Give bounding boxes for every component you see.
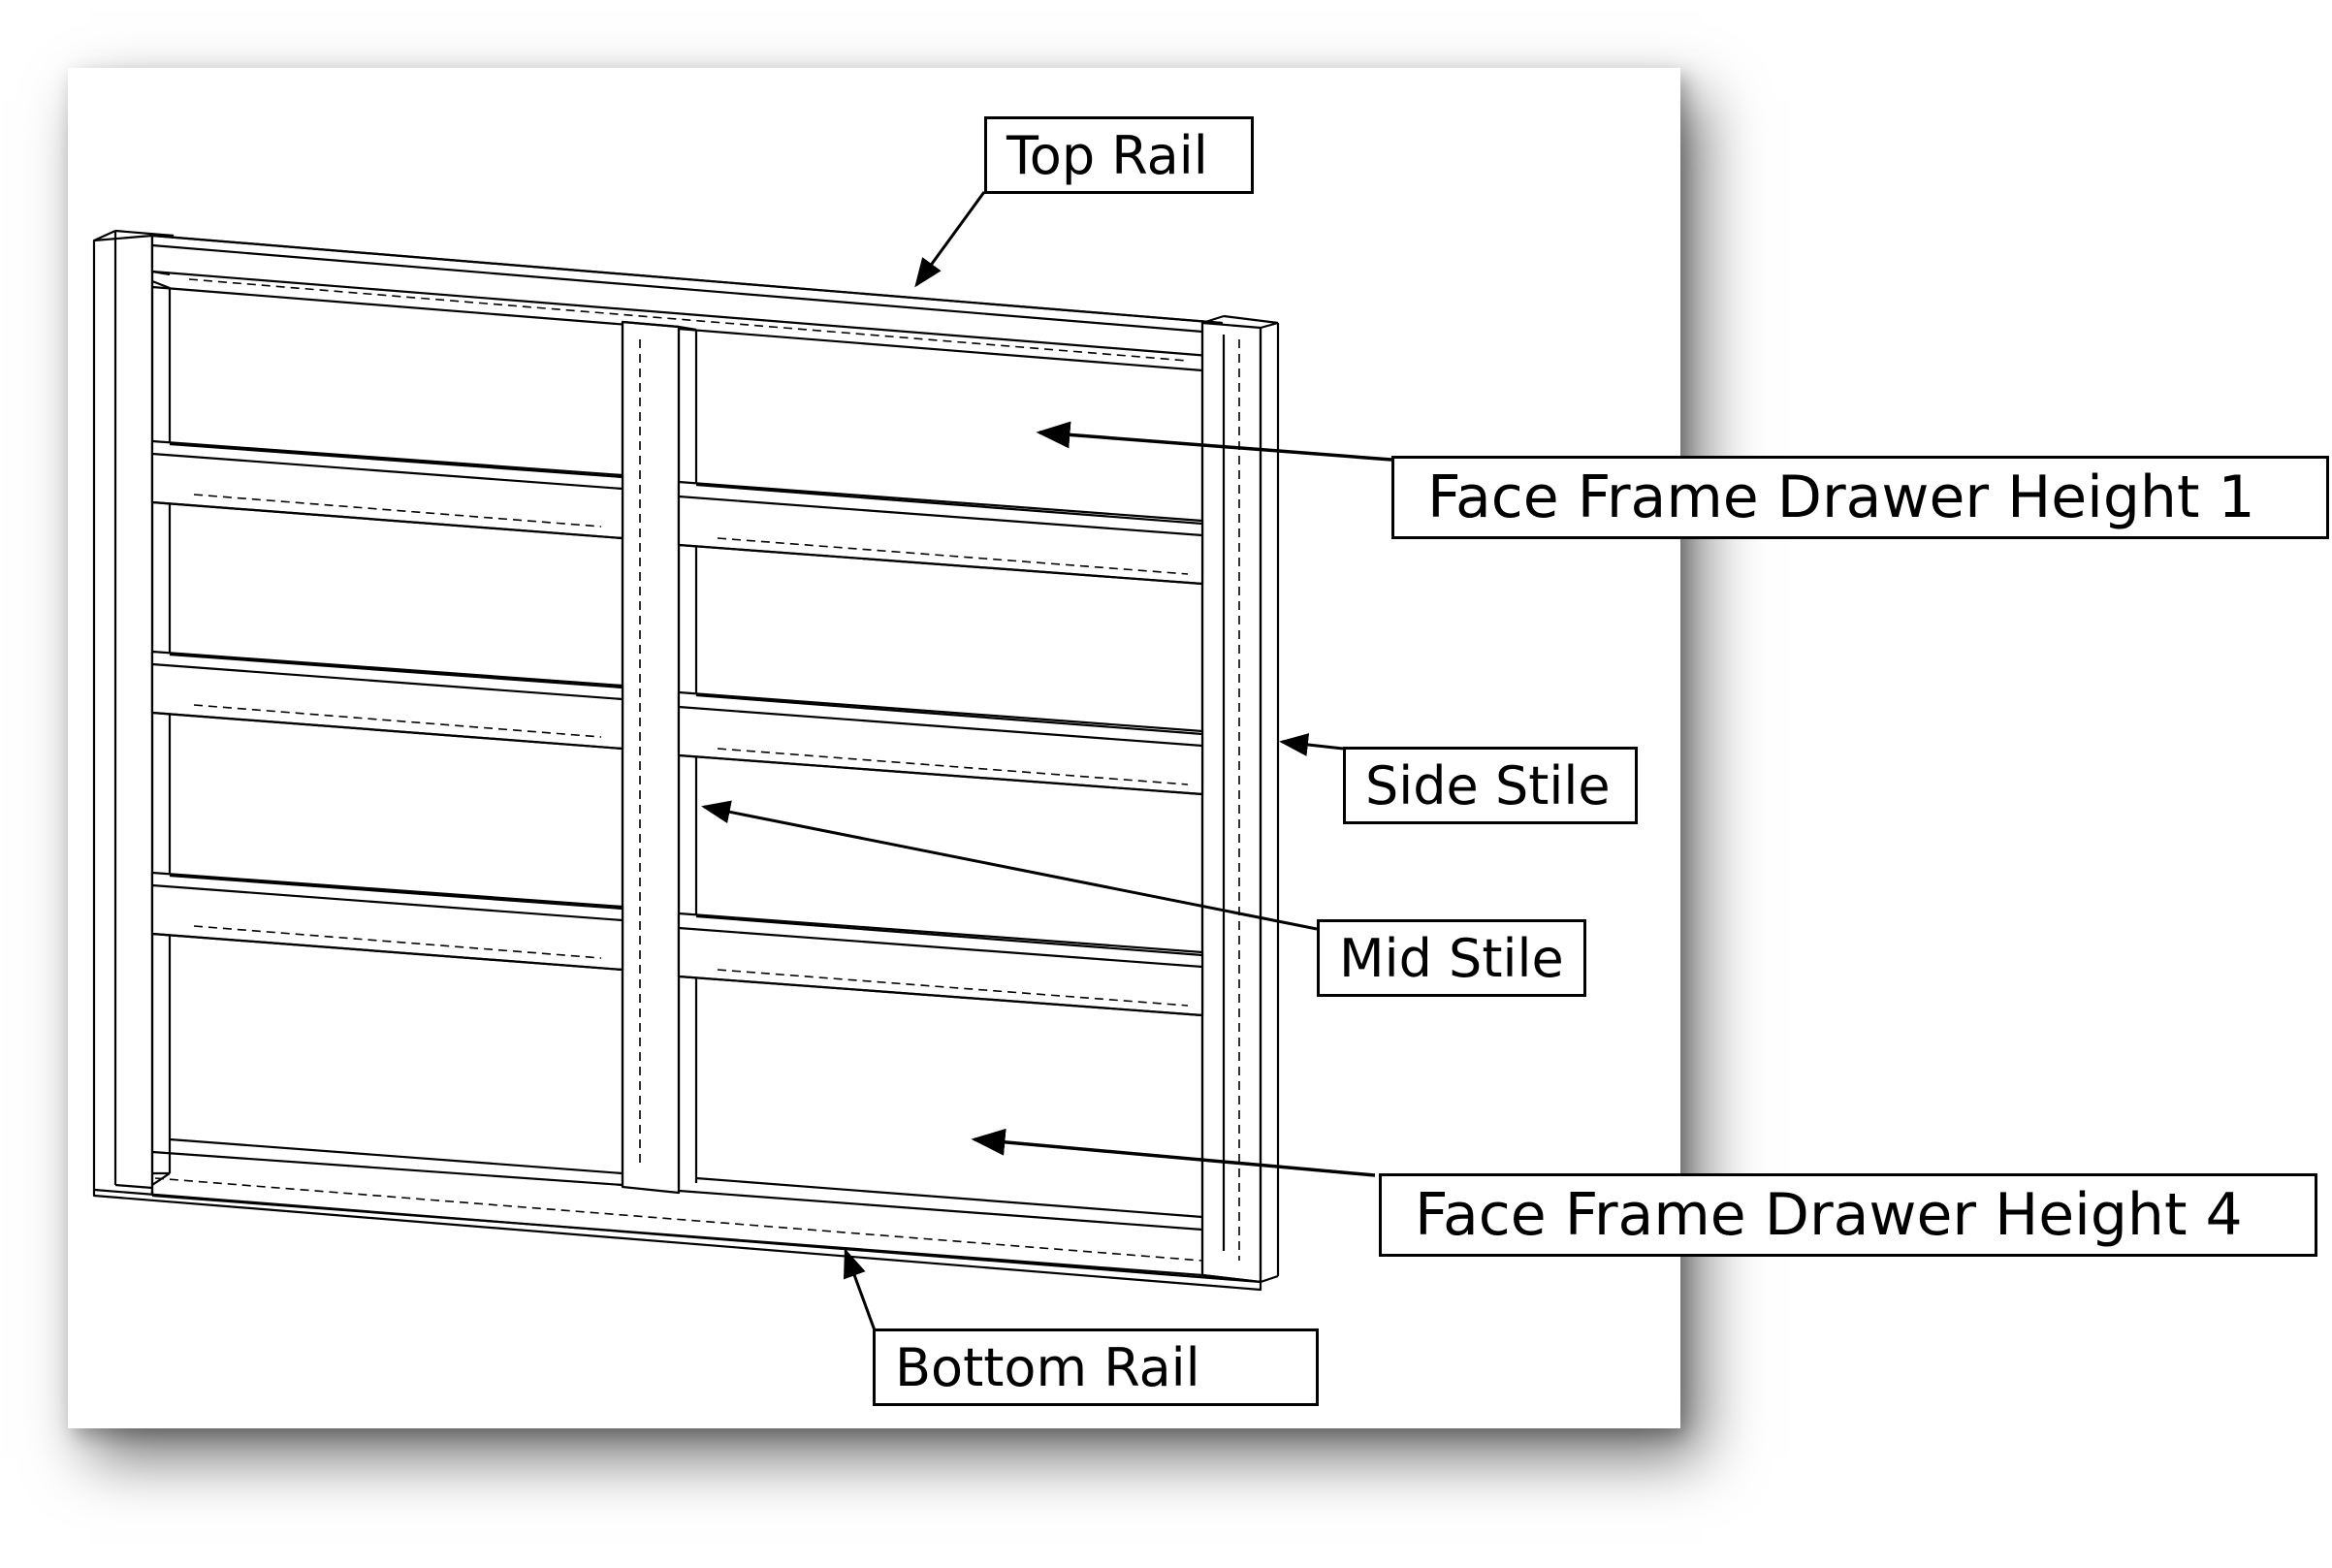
drawer-height-1-label-text: Face Frame Drawer Height 1 xyxy=(1427,464,2255,531)
top-rail-label: Top Rail xyxy=(984,116,1254,194)
drawer-height-1-label: Face Frame Drawer Height 1 xyxy=(1391,456,2329,539)
right-side-stile xyxy=(1200,314,1280,1284)
mid-stile-label-text: Mid Stile xyxy=(1339,927,1564,989)
mid-stile-leader xyxy=(701,800,1318,931)
top-rail xyxy=(150,234,1224,372)
mid-stile-label: Mid Stile xyxy=(1317,919,1586,997)
bottom-rail-label: Bottom Rail xyxy=(873,1328,1319,1406)
bottom-rail xyxy=(92,1137,1262,1292)
side-stile-leader xyxy=(1279,733,1344,756)
leader-lines xyxy=(701,191,1392,1331)
bottom-rail-label-text: Bottom Rail xyxy=(895,1336,1200,1398)
side-stile-label-text: Side Stile xyxy=(1365,754,1611,816)
drawer-height-1-leader xyxy=(1036,421,1392,462)
drawer-height-4-label: Face Frame Drawer Height 4 xyxy=(1379,1173,2317,1257)
top-rail-label-text: Top Rail xyxy=(1006,124,1208,186)
intermediate-rails xyxy=(150,439,1204,1017)
top-rail-leader xyxy=(914,191,986,288)
drawer-height-4-leader xyxy=(971,1128,1376,1177)
mid-stile xyxy=(621,320,698,1195)
face-frame-drawing xyxy=(92,229,1280,1292)
bottom-rail-leader xyxy=(844,1248,877,1331)
drawer-height-4-label-text: Face Frame Drawer Height 4 xyxy=(1415,1181,2243,1249)
side-stile-label: Side Stile xyxy=(1343,747,1638,824)
